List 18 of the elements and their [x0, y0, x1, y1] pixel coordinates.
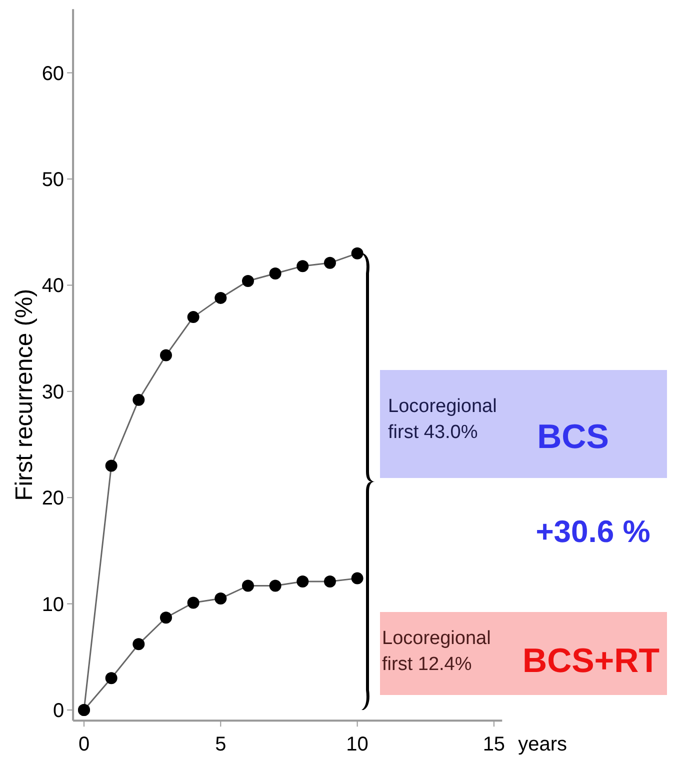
x-tick-label: 10: [346, 734, 368, 756]
y-axis-title: First recurrence (%): [11, 288, 38, 501]
annotation: Locoregional first 12.4%: [382, 628, 491, 675]
y-tick-label: 50: [42, 169, 64, 191]
x-tick-label: 15: [482, 734, 506, 756]
text: +30.6 %: [536, 514, 650, 549]
y-tick-label: 30: [42, 381, 64, 404]
y-tick-label: 0: [52, 700, 64, 722]
y-tick-label: 20: [42, 488, 64, 510]
y-tick-label: 10: [42, 594, 64, 616]
y-tick-label: 60: [42, 62, 64, 85]
text: BCS: [537, 418, 609, 456]
text: BCS+RT: [522, 642, 660, 680]
y-tick-label: 40: [42, 275, 64, 298]
x-axis-title: years: [518, 734, 568, 756]
x-tick-label: 5: [215, 734, 226, 756]
x-tick-label: 0: [78, 734, 90, 756]
annotation: Locoregional first 43.0%: [388, 396, 497, 443]
